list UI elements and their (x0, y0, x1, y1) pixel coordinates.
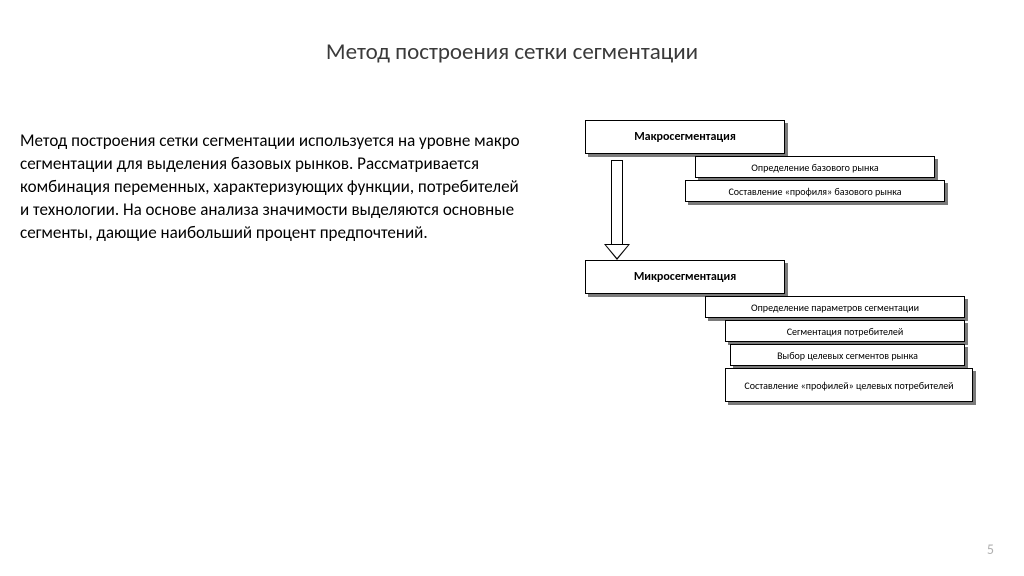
slide: Метод построения сетки сегментации Метод… (0, 0, 1024, 576)
node-s3: Выбор целевых сегментов рынка (730, 344, 965, 366)
page-number: 5 (987, 541, 994, 558)
body-paragraph: Метод построения сетки сегментации испол… (20, 130, 520, 245)
segmentation-diagram: МакросегментацияОпределение базового рын… (555, 120, 1005, 500)
node-s2: Сегментация потребителей (725, 320, 965, 342)
node-m2: Составление «профиля» базового рынка (685, 180, 945, 202)
node-s4: Составление «профилей» целевых потребите… (725, 368, 973, 402)
node-s1: Определение параметров сегментации (705, 296, 965, 318)
node-m1: Определение базового рынка (695, 156, 935, 178)
node-macro: Макросегментация (585, 120, 785, 154)
page-title: Метод построения сетки сегментации (0, 38, 1024, 66)
arrow-down-icon (604, 244, 630, 260)
node-micro: Микросегментация (585, 260, 785, 294)
arrow-shaft (611, 160, 623, 244)
